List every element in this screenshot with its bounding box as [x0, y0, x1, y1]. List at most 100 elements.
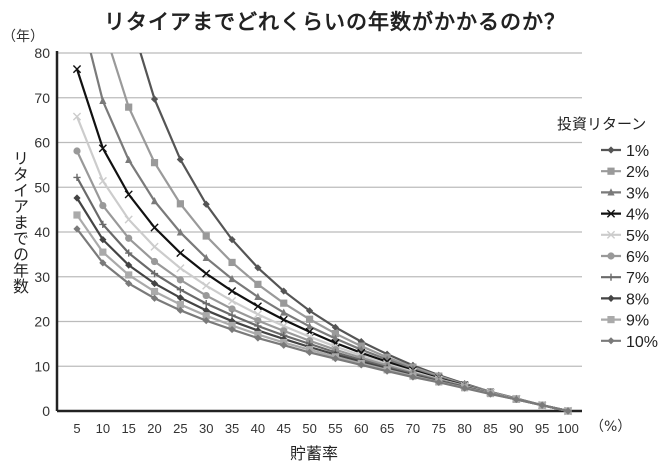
- data-point: [202, 281, 211, 290]
- data-point: [176, 276, 184, 284]
- data-point: [202, 200, 210, 208]
- x-tick-label: 85: [483, 421, 497, 436]
- data-point: [280, 308, 288, 316]
- data-point: [254, 292, 262, 300]
- data-point: [357, 338, 365, 346]
- data-point: [124, 190, 133, 199]
- data-point: [228, 317, 236, 325]
- data-point: [99, 236, 107, 244]
- plot-area: [72, 53, 573, 416]
- data-point: [176, 200, 184, 208]
- data-point: [280, 341, 288, 349]
- data-point: [124, 215, 133, 224]
- legend-label: 7%: [626, 270, 649, 287]
- data-point: [280, 299, 288, 307]
- series-line: [89, 53, 569, 413]
- x-tick-label: 80: [457, 421, 471, 436]
- y-tick-label: 0: [42, 403, 50, 419]
- data-point: [227, 286, 237, 296]
- data-point: [280, 287, 288, 295]
- data-point: [150, 95, 159, 103]
- legend-item: 3%: [601, 185, 649, 202]
- x-tick-label: 70: [406, 421, 420, 436]
- data-point: [254, 334, 262, 342]
- data-point: [150, 159, 159, 167]
- data-point: [280, 327, 288, 335]
- y-tick-label: 70: [34, 90, 50, 106]
- data-point: [202, 291, 210, 300]
- data-point: [228, 305, 236, 313]
- legend-marker: [607, 337, 615, 345]
- legend-marker: [607, 252, 615, 260]
- y-tick-label: 10: [34, 358, 50, 374]
- data-point: [331, 323, 340, 331]
- data-point: [176, 155, 184, 164]
- x-axis-unit: （%）: [590, 419, 632, 435]
- legend-item: 4%: [601, 207, 649, 224]
- data-point: [228, 325, 236, 334]
- data-point: [202, 269, 211, 278]
- data-point: [176, 264, 185, 273]
- legend-marker: [607, 273, 615, 281]
- y-tick-label: 20: [34, 314, 50, 330]
- data-point: [99, 248, 107, 256]
- legend-marker: [606, 230, 616, 239]
- x-tick-label: 10: [96, 421, 110, 436]
- data-point: [72, 65, 82, 74]
- y-tick-label: 80: [34, 45, 50, 61]
- x-tick-label: 45: [277, 421, 291, 436]
- legend-label: 2%: [626, 164, 649, 181]
- legend-label: 1%: [626, 143, 649, 160]
- data-point: [176, 248, 185, 258]
- data-point: [176, 294, 184, 302]
- y-axis-unit: （年）: [2, 29, 44, 45]
- chart-title: リタイアまでどれくらいの年数がかかるのか？: [104, 10, 566, 34]
- x-tick-label: 55: [328, 421, 342, 436]
- legend-label: 10%: [626, 334, 658, 351]
- legend-item: 2%: [601, 164, 649, 181]
- data-point: [73, 173, 81, 182]
- data-point: [331, 329, 340, 338]
- data-point: [176, 228, 184, 236]
- data-point: [228, 321, 236, 330]
- legend-marker: [607, 146, 615, 154]
- data-point: [176, 300, 184, 309]
- data-point: [150, 270, 159, 278]
- legend-item: 9%: [601, 313, 649, 330]
- data-point: [254, 326, 262, 335]
- data-point: [176, 306, 184, 314]
- x-tick-label: 30: [199, 421, 213, 436]
- legend-marker: [607, 294, 615, 302]
- legend-item: 8%: [601, 291, 649, 308]
- legend-marker: [607, 316, 615, 324]
- data-point: [227, 296, 237, 306]
- data-point: [125, 249, 133, 257]
- data-point: [305, 322, 314, 330]
- data-point: [202, 253, 210, 262]
- data-point: [125, 234, 133, 242]
- data-point: [409, 373, 417, 381]
- data-point: [150, 294, 159, 302]
- data-point: [125, 103, 133, 111]
- data-point: [99, 259, 107, 267]
- data-point: [512, 395, 520, 403]
- data-point: [98, 176, 107, 186]
- series-line: [75, 68, 569, 413]
- data-point: [99, 201, 107, 210]
- data-point: [73, 225, 81, 233]
- x-tick-label: 100: [557, 421, 579, 436]
- legend-title: 投資リターン: [557, 115, 647, 133]
- data-point: [150, 257, 159, 266]
- data-point: [305, 307, 314, 315]
- x-axis-label: 貯蓄率: [290, 444, 339, 463]
- data-point: [486, 390, 495, 398]
- data-point: [279, 315, 288, 324]
- data-point: [202, 317, 210, 325]
- data-point: [538, 401, 546, 409]
- legend-item: 7%: [601, 270, 649, 287]
- x-tick-label: 90: [509, 421, 523, 436]
- y-tick-label: 60: [34, 135, 50, 151]
- data-point: [228, 236, 236, 244]
- data-point: [254, 264, 262, 272]
